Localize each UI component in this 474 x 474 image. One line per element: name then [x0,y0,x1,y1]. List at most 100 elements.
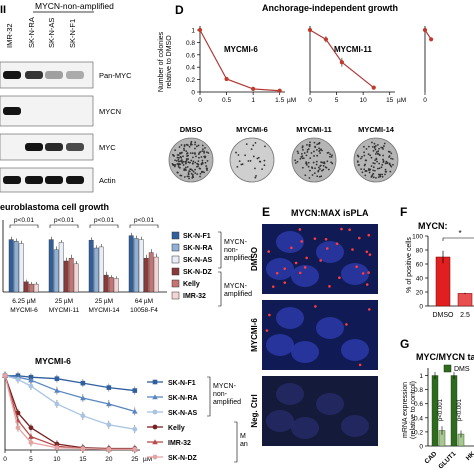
colony-dot [367,145,370,148]
cg-bar-sk-n-as-2 [58,242,64,293]
panel-e-title: MYCN:MAX isPLA [291,208,369,218]
g-gene-label-cad: CAD [423,450,438,465]
dr-bracket-nonamp-text: non- [213,391,228,398]
cg-legend-label-sk-n-f1: SK-N-F1 [183,233,211,240]
colony-dot [184,166,187,169]
colony-dot [235,151,237,154]
lane-label-sk-n-as: SK-N-AS [47,18,56,48]
f-ytick-label: 60 [416,262,424,269]
d-series-line-0 [199,29,280,92]
cg-bar-imr-32-4 [153,256,159,293]
colony-dot [302,148,304,151]
colony-dot [328,155,331,158]
colony-dot [181,151,183,154]
pla-signal-dot [298,228,302,231]
colony-dot [378,173,380,176]
cell-growth-legend: SK-N-F1 SK-N-RA SK-N-AS SK-N-DZ Kelly IMR-32 M… [171,231,252,307]
pla-signal-dot [338,276,341,280]
pla-nucleus [266,258,294,280]
colony-dot [376,143,379,146]
pla-signal-dot [275,271,279,275]
colony-dot [378,147,380,150]
panel-d-title: Anchorage-independent growth [262,3,398,13]
pla-signal-dot [348,228,351,231]
colony-dot [203,151,206,154]
cg-dose-label-4: 64 µM [135,298,153,305]
colony-dot [388,162,391,165]
colony-dot [187,173,190,176]
dr-point-sk-n-ra [28,377,34,383]
dr-point-sk-n-f1 [80,380,86,386]
colony-dot [240,163,243,166]
cg-bracket-nonamp [218,231,222,269]
pla-nucleus [316,393,344,415]
pla-signal-dot [345,323,348,326]
dr-point-sk-n-ra [80,395,86,401]
cg-sig-bracket [9,224,39,228]
colony-dot [377,152,379,155]
colony-dot [378,154,381,157]
colony-dot [316,143,319,146]
cg-bar-imr-32-1 [33,283,39,293]
colony-dot [364,163,367,166]
colony-dot [186,144,189,147]
d-ytick-label: 0.6 [186,52,195,59]
colony-dot [245,143,248,146]
dr-legend-label-sk-n-dz: SK-N-DZ [168,455,197,462]
d-xtick-label: 10 [360,97,368,104]
dr-line-kelly [4,375,135,450]
cg-drug-label-4: 10058-F4 [130,307,158,314]
dr-line-imr-32 [4,375,135,450]
colony-dot [256,157,259,160]
colony-dot [190,168,193,171]
colony-dot [177,156,180,159]
d-point [339,60,344,65]
colony-dot [313,150,315,153]
colony-dot [306,151,309,153]
colony-dot [365,170,368,172]
band-myc-lane-4 [66,143,84,151]
colony-dot [186,155,188,157]
pla-images: DMSO MYCMI-6 Neg. Ctrl [250,224,378,446]
colony-dot [323,162,326,165]
colony-dot [171,153,174,156]
band-pan-myc-lane-3 [45,71,63,79]
f-bar-2-5 [457,293,473,307]
colony-dot [263,164,266,167]
pla-signal-dot [325,247,329,250]
colony-dot [237,154,240,156]
dose-response-title: MYCMI-6 [35,356,71,366]
panel-d: D Anchorage-independent growth Number of… [158,3,434,183]
colony-dot [236,165,239,168]
colony-dot [318,147,320,150]
colony-dot [203,171,206,174]
colony-dot [184,162,187,165]
colony-dot [307,148,310,150]
colony-dot [369,168,372,171]
cg-bar-sk-n-dz-2 [63,260,69,293]
colony-dot [190,140,193,143]
pla-signal-dot [283,267,287,270]
colony-dot [371,146,374,148]
dr-point-sk-n-ra [54,387,60,393]
colony-dot [372,166,375,169]
cg-bar-kelly-3 [108,277,114,293]
colony-dot [314,167,316,170]
cg-legend-swatch-sk-n-ra [171,243,180,252]
colony-dot [201,150,204,153]
cg-bar-sk-n-dz-4 [143,257,149,293]
dr-legend-marker-sk-n-dz [152,454,158,460]
pla-signal-dot [303,266,307,269]
colony-dot [321,149,323,152]
colony-dot [179,152,181,155]
colony-dot [322,168,325,171]
pla-signal-dot [267,250,270,253]
dose-response-panel: MYCMI-6 0 5 10 15 20 25 µM SK-N-F1SK-N-RASK-N-… [2,356,248,463]
panel-f: F MYCN: % of positive cells 0 20 40 60 80 100… [400,205,474,319]
colony-dot [184,161,187,163]
cg-bar-sk-n-dz-3 [103,274,109,293]
colony-dot [317,166,320,169]
colony-dot [199,175,201,178]
colony-dot [238,160,241,163]
